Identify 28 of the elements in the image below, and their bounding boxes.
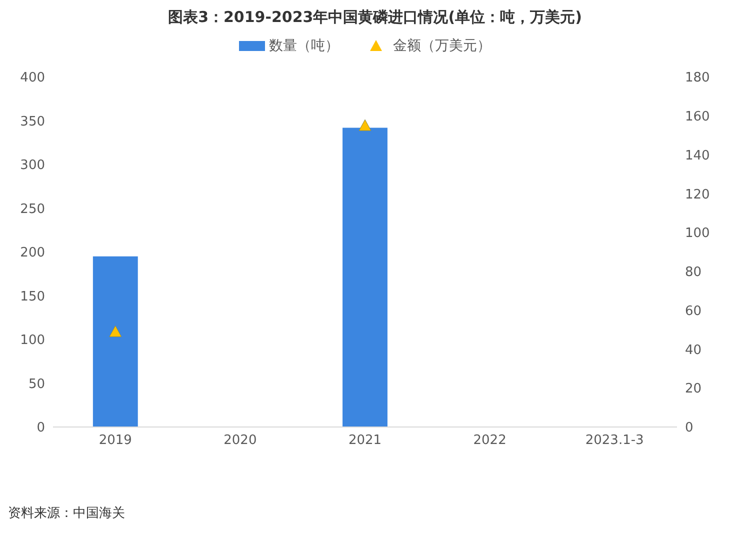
y-tick-label: 250 bbox=[20, 202, 45, 217]
x-tick-label: 2020 bbox=[224, 433, 257, 448]
legend-label: 金额（万美元） bbox=[393, 37, 491, 55]
y2-tick-label: 40 bbox=[685, 342, 702, 358]
y2-tick-label: 120 bbox=[685, 187, 710, 202]
text: 资料来源：中国海关 bbox=[8, 505, 125, 522]
y-tick-label: 300 bbox=[20, 158, 45, 174]
x-tick-label: 2021 bbox=[348, 433, 382, 448]
y2-tick-label: 0 bbox=[685, 420, 694, 436]
legend-label: 数量（吨） bbox=[269, 37, 339, 55]
x-tick-label: 2023.1-3 bbox=[585, 433, 644, 448]
y-tick-label: 150 bbox=[20, 289, 45, 304]
y2-tick-label: 20 bbox=[685, 382, 702, 397]
y-tick-label: 50 bbox=[28, 376, 45, 392]
y2-tick-label: 160 bbox=[685, 110, 710, 125]
chart-title: 图表3：2019-2023年中国黄磷进口情况(单位：吨，万美元) bbox=[167, 8, 583, 27]
y2-tick-label: 80 bbox=[685, 265, 702, 280]
y-tick-label: 200 bbox=[20, 246, 45, 261]
y2-tick-label: 60 bbox=[685, 304, 702, 319]
y2-tick-label: 140 bbox=[685, 148, 710, 164]
y2-tick-label: 100 bbox=[685, 226, 710, 242]
y-tick-label: 0 bbox=[36, 420, 45, 436]
x-tick-label: 2022 bbox=[473, 433, 506, 448]
y-tick-label: 400 bbox=[20, 70, 45, 86]
y-tick-label: 100 bbox=[20, 333, 45, 348]
y2-tick-label: 180 bbox=[685, 70, 710, 86]
x-tick-label: 2019 bbox=[98, 433, 132, 448]
y-tick-label: 350 bbox=[20, 114, 45, 130]
